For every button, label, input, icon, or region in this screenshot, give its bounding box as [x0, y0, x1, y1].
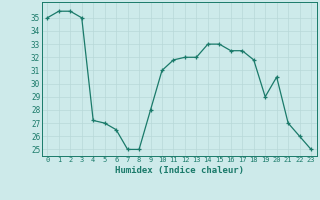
X-axis label: Humidex (Indice chaleur): Humidex (Indice chaleur): [115, 166, 244, 175]
